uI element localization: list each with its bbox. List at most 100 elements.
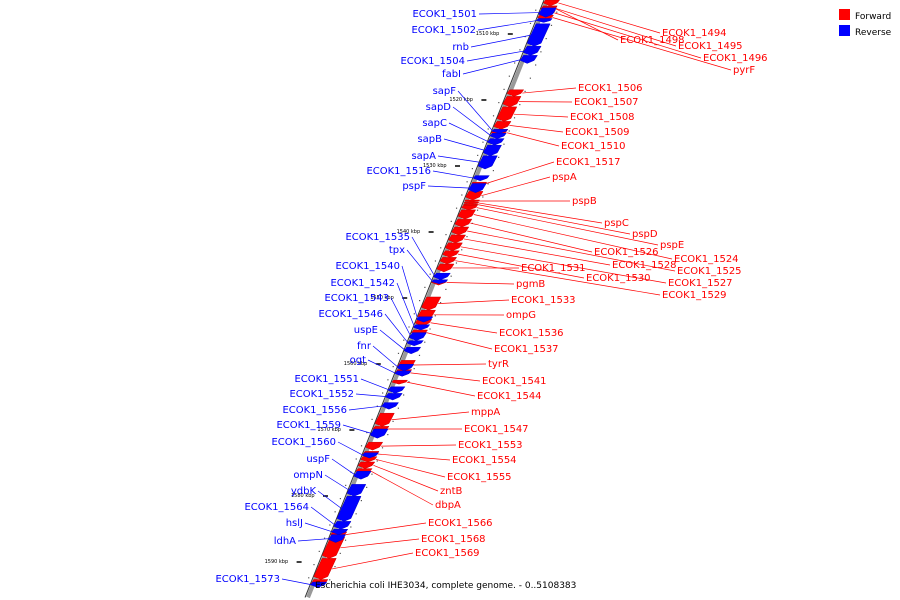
gene-fwd-25[interactable]	[421, 296, 442, 311]
forward-gene-label[interactable]: ECOK1_1529	[662, 290, 727, 301]
forward-gene-label[interactable]: ECOK1_1544	[477, 391, 542, 402]
reverse-gene-label[interactable]: uspE	[354, 325, 378, 336]
gene-rev-24[interactable]	[369, 428, 389, 439]
forward-gene-label[interactable]: ECOK1_1495	[678, 41, 743, 52]
gene-fwd-0[interactable]	[542, 0, 560, 7]
forward-gene-label[interactable]: pspC	[604, 218, 629, 229]
reverse-gene-label[interactable]: ECOK1_1573	[215, 574, 280, 585]
reverse-gene-label[interactable]: ECOK1_1504	[400, 56, 465, 67]
gene-fwd-23[interactable]	[436, 263, 455, 273]
forward-gene-label[interactable]: ECOK1_1569	[415, 548, 480, 559]
forward-gene-label[interactable]: ECOK1_1506	[578, 83, 643, 94]
gene-fwd-5[interactable]	[506, 89, 525, 97]
gene-rev-28[interactable]	[336, 496, 362, 522]
gene-fwd-13[interactable]	[463, 201, 480, 205]
forward-gene-label[interactable]: pspE	[660, 240, 684, 251]
reverse-gene-label[interactable]: fnr	[357, 341, 372, 352]
reverse-gene-label[interactable]: ECOK1_1542	[330, 278, 395, 289]
forward-gene-label[interactable]: ECOK1_1526	[594, 247, 659, 258]
gene-fwd-11[interactable]	[465, 191, 484, 201]
reverse-gene-label[interactable]: ydbK	[291, 486, 317, 497]
reverse-gene-label[interactable]: ogt	[350, 355, 366, 366]
reverse-gene-label[interactable]: ldhA	[274, 536, 296, 547]
gene-fwd-37[interactable]	[357, 461, 376, 469]
gene-fwd-36[interactable]	[360, 456, 378, 463]
forward-gene-label[interactable]: pgmB	[516, 279, 545, 290]
forward-gene-label[interactable]: ECOK1_1547	[464, 424, 529, 435]
reverse-gene-label[interactable]: ECOK1_1556	[282, 405, 347, 416]
forward-gene-label[interactable]: ECOK1_1498	[620, 35, 685, 46]
forward-gene-label[interactable]: ompG	[506, 310, 536, 321]
reverse-gene-label[interactable]: ECOK1_1546	[318, 309, 383, 320]
reverse-gene-label[interactable]: ECOK1_1502	[411, 25, 476, 36]
gene-fwd-31[interactable]	[391, 379, 409, 385]
reverse-gene-label[interactable]: pspF	[402, 181, 426, 192]
forward-gene-label[interactable]: ECOK1_1509	[565, 127, 630, 138]
gene-rev-9[interactable]	[477, 155, 498, 170]
reverse-gene-label[interactable]: sapB	[417, 134, 442, 145]
forward-gene-label[interactable]: tyrR	[488, 359, 509, 370]
gene-rev-15[interactable]	[413, 324, 431, 331]
reverse-gene-label[interactable]: ECOK1_1551	[294, 374, 359, 385]
gene-fwd-20[interactable]	[444, 242, 463, 252]
reverse-gene-label[interactable]: ECOK1_1559	[276, 420, 341, 431]
gene-rev-12[interactable]	[433, 272, 451, 281]
forward-gene-label[interactable]: ECOK1_1527	[668, 278, 733, 289]
gene-fwd-12[interactable]	[464, 199, 481, 203]
gene-rev-0[interactable]	[538, 7, 557, 18]
forward-gene-label[interactable]: ECOK1_1553	[458, 440, 523, 451]
forward-gene-label[interactable]: dbpA	[435, 500, 461, 511]
gene-fwd-6[interactable]	[502, 96, 522, 108]
reverse-gene-label[interactable]: sapF	[433, 86, 457, 97]
forward-gene-label[interactable]: ECOK1_1531	[521, 263, 586, 274]
gene-rev-26[interactable]	[353, 470, 372, 480]
gene-rev-8[interactable]	[482, 144, 502, 157]
gene-rev-29[interactable]	[333, 521, 352, 530]
gene-fwd-17[interactable]	[454, 218, 473, 228]
forward-gene-label[interactable]: ECOK1_1568	[421, 534, 486, 545]
gene-rev-16[interactable]	[408, 332, 427, 341]
forward-gene-label[interactable]: ECOK1_1530	[586, 273, 651, 284]
reverse-gene-label[interactable]: sapC	[422, 118, 447, 129]
reverse-gene-label[interactable]: hslJ	[286, 518, 303, 529]
forward-gene-label[interactable]: ECOK1_1508	[570, 112, 635, 123]
forward-gene-label[interactable]: zntB	[440, 486, 463, 497]
gene-fwd-41[interactable]	[313, 558, 337, 580]
forward-gene-label[interactable]: ECOK1_1541	[482, 376, 547, 387]
reverse-gene-label[interactable]: ompN	[293, 470, 323, 481]
reverse-gene-label[interactable]: fabI	[442, 69, 461, 80]
reverse-gene-label[interactable]: ECOK1_1535	[345, 232, 410, 243]
forward-gene-label[interactable]: ECOK1_1554	[452, 455, 517, 466]
gene-fwd-19[interactable]	[448, 234, 467, 244]
reverse-gene-label[interactable]: ECOK1_1501	[412, 9, 477, 20]
gene-fwd-34[interactable]	[365, 441, 384, 451]
forward-gene-label[interactable]: ECOK1_1494	[662, 28, 727, 39]
gene-rev-1[interactable]	[536, 18, 553, 23]
forward-gene-label[interactable]: ECOK1_1566	[428, 518, 493, 529]
gene-rev-23[interactable]	[381, 402, 399, 410]
reverse-gene-label[interactable]: ECOK1_1560	[271, 437, 336, 448]
forward-gene-label[interactable]: pspD	[632, 229, 658, 240]
reverse-gene-label[interactable]: ECOK1_1540	[335, 261, 400, 272]
reverse-gene-label[interactable]: ECOK1_1552	[289, 389, 354, 400]
reverse-gene-label[interactable]: sapD	[426, 102, 452, 113]
forward-gene-label[interactable]: pspB	[572, 196, 597, 207]
forward-gene-label[interactable]: ECOK1_1496	[703, 53, 768, 64]
forward-gene-label[interactable]: pspA	[552, 172, 577, 183]
gene-fwd-21[interactable]	[442, 250, 460, 258]
reverse-gene-label[interactable]: uspF	[306, 454, 330, 465]
forward-gene-label[interactable]: ECOK1_1533	[511, 295, 576, 306]
forward-gene-label[interactable]: ECOK1_1528	[612, 260, 677, 271]
forward-gene-label[interactable]: ECOK1_1536	[499, 328, 564, 339]
forward-gene-label[interactable]: ECOK1_1510	[561, 141, 626, 152]
gene-rev-14[interactable]	[416, 316, 434, 323]
gene-rev-11[interactable]	[468, 183, 487, 193]
forward-gene-label[interactable]: ECOK1_1537	[494, 344, 559, 355]
gene-fwd-14[interactable]	[463, 203, 479, 206]
forward-gene-label[interactable]: ECOK1_1524	[674, 254, 739, 265]
gene-fwd-15[interactable]	[461, 205, 479, 211]
gene-rev-2[interactable]	[526, 23, 551, 47]
gene-fwd-22[interactable]	[439, 257, 458, 265]
forward-gene-label[interactable]: ECOK1_1517	[556, 157, 621, 168]
forward-gene-label[interactable]: ECOK1_1555	[447, 472, 512, 483]
